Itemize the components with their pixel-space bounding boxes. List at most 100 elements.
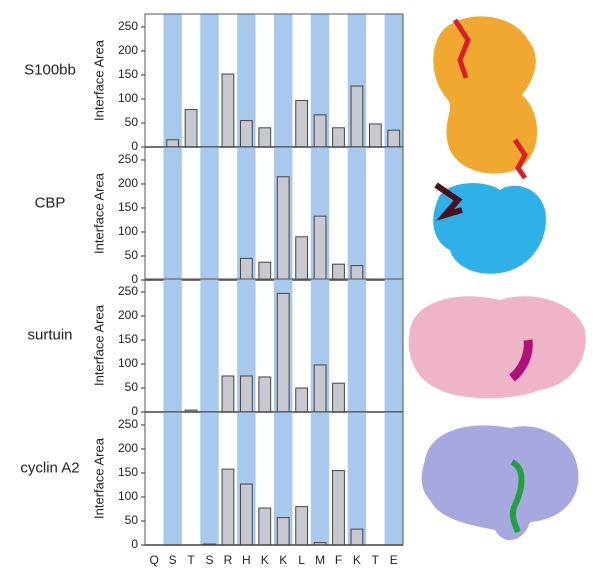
bar xyxy=(276,176,290,281)
bar xyxy=(313,114,327,148)
bar xyxy=(239,375,253,413)
bar xyxy=(221,73,235,148)
bar xyxy=(350,85,364,148)
y-tick-label: 100 xyxy=(118,224,138,238)
panel-label: cyclin A2 xyxy=(20,459,79,476)
y-tick-label: 50 xyxy=(125,248,139,262)
surtuin-structure xyxy=(408,296,586,399)
y-tick-label: 250 xyxy=(118,19,138,33)
x-tick-label: T xyxy=(372,553,380,567)
y-axis-title: Interface Area xyxy=(91,172,106,254)
bar xyxy=(313,215,327,281)
bar xyxy=(258,507,272,546)
bar xyxy=(258,376,272,413)
y-tick-label: 250 xyxy=(118,417,138,431)
bar xyxy=(332,127,345,148)
y-tick-label: 200 xyxy=(118,308,138,322)
stripe xyxy=(163,412,182,545)
stripe xyxy=(237,14,256,147)
stripe xyxy=(274,14,293,147)
plot-frame xyxy=(144,411,404,546)
stripe xyxy=(347,147,367,280)
x-tick-label: S xyxy=(205,553,213,567)
y-tick-label: 50 xyxy=(125,513,139,527)
bar xyxy=(184,109,198,148)
s100bb-peptide xyxy=(452,18,471,79)
stripe xyxy=(384,14,403,147)
panel-label: S100bb xyxy=(24,61,76,78)
stripe xyxy=(384,147,403,280)
x-tick-label: K xyxy=(261,553,269,567)
y-tick-label: 200 xyxy=(118,176,138,190)
bar xyxy=(221,375,235,413)
x-tick-label: K xyxy=(353,553,361,567)
x-tick-label: L xyxy=(298,553,305,567)
y-tick-label: 100 xyxy=(118,489,138,503)
bar xyxy=(258,127,272,148)
bar xyxy=(332,263,345,281)
stripe xyxy=(384,412,403,545)
stripe xyxy=(163,14,182,147)
y-tick-label: 100 xyxy=(118,91,138,105)
bar xyxy=(332,470,345,546)
bar xyxy=(276,292,290,413)
stripe xyxy=(310,412,330,545)
bar xyxy=(258,261,272,281)
y-axis-title: Interface Area xyxy=(91,437,106,519)
cbp-structure xyxy=(433,183,546,274)
bar xyxy=(239,120,253,148)
y-tick-label: 100 xyxy=(118,356,138,370)
bar xyxy=(276,517,290,546)
panel-label: surtuin xyxy=(27,326,72,343)
y-axis-title: Interface Area xyxy=(91,304,106,386)
s100bb-peptide xyxy=(512,138,528,180)
y-tick-label: 150 xyxy=(118,332,138,346)
stripe xyxy=(347,279,367,412)
stripe xyxy=(200,147,219,280)
structure-images xyxy=(408,16,586,541)
bar xyxy=(350,528,364,546)
cyclin-structure xyxy=(421,425,579,541)
stripe xyxy=(200,14,219,147)
y-tick-label: 0 xyxy=(131,537,138,551)
x-tick-label: K xyxy=(279,553,287,567)
bar xyxy=(387,129,401,148)
bar xyxy=(239,483,253,546)
surtuin-peptide xyxy=(508,339,533,382)
panel-label: CBP xyxy=(35,194,66,211)
bar xyxy=(332,382,345,413)
bar xyxy=(295,99,309,148)
y-tick-label: 0 xyxy=(131,139,138,153)
stripe xyxy=(384,279,403,412)
x-tick-label: H xyxy=(242,553,251,567)
stripe xyxy=(163,279,182,412)
y-tick-label: 50 xyxy=(125,115,139,129)
y-tick-label: 150 xyxy=(118,465,138,479)
stripe xyxy=(200,279,219,412)
x-tick-label: T xyxy=(187,553,195,567)
bar xyxy=(221,468,235,546)
bar xyxy=(313,364,327,413)
y-tick-label: 250 xyxy=(118,152,138,166)
y-tick-label: 0 xyxy=(131,272,138,286)
y-tick-label: 200 xyxy=(118,441,138,455)
y-axis-title: Interface Area xyxy=(91,39,106,121)
cyclin-peptide xyxy=(509,459,525,534)
stripe xyxy=(310,14,330,147)
stripe xyxy=(163,147,182,280)
x-tick-label: Q xyxy=(150,553,159,567)
stripe xyxy=(237,147,256,280)
y-tick-label: 250 xyxy=(118,284,138,298)
y-tick-label: 0 xyxy=(131,404,138,418)
y-tick-label: 200 xyxy=(118,43,138,57)
bar xyxy=(166,139,180,148)
stripe xyxy=(347,412,367,545)
bar xyxy=(295,236,309,281)
y-tick-label: 150 xyxy=(118,200,138,214)
bar xyxy=(239,257,253,281)
y-tick-label: 50 xyxy=(125,380,139,394)
stripe xyxy=(200,412,219,545)
bar xyxy=(368,123,382,148)
bar xyxy=(350,265,364,281)
